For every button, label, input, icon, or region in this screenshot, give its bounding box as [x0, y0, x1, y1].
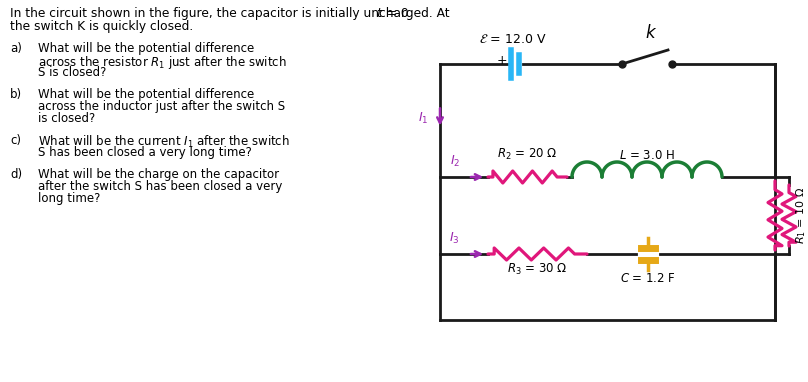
Text: $R_1$ = 10 Ω: $R_1$ = 10 Ω	[794, 187, 808, 244]
Text: $k$: $k$	[645, 24, 657, 42]
Text: In the circuit shown in the figure, the capacitor is initially uncharged. At: In the circuit shown in the figure, the …	[10, 7, 453, 20]
Text: $I_2$: $I_2$	[450, 154, 460, 169]
Text: across the resistor $R_1$ just after the switch: across the resistor $R_1$ just after the…	[38, 54, 287, 71]
Text: after the switch S has been closed a very: after the switch S has been closed a ver…	[38, 180, 282, 193]
Text: across the inductor just after the switch S: across the inductor just after the switc…	[38, 100, 285, 113]
Text: $t$: $t$	[376, 7, 383, 20]
Text: d): d)	[10, 168, 22, 181]
Text: $C$ = 1.2 F: $C$ = 1.2 F	[621, 272, 675, 285]
Text: long time?: long time?	[38, 192, 100, 205]
Text: What will be the potential difference: What will be the potential difference	[38, 42, 255, 55]
Text: $R_3$ = 30 Ω: $R_3$ = 30 Ω	[507, 262, 568, 277]
Text: a): a)	[10, 42, 22, 55]
Text: +: +	[497, 55, 507, 68]
Text: $L$ = 3.0 H: $L$ = 3.0 H	[619, 149, 675, 162]
Text: S is closed?: S is closed?	[38, 66, 107, 79]
Text: $I_3$: $I_3$	[449, 231, 460, 246]
Text: = 0: = 0	[383, 7, 409, 20]
Text: $I_1$: $I_1$	[418, 111, 428, 126]
Text: What will be the potential difference: What will be the potential difference	[38, 88, 255, 101]
Text: S has been closed a very long time?: S has been closed a very long time?	[38, 146, 252, 159]
Text: What will be the charge on the capacitor: What will be the charge on the capacitor	[38, 168, 279, 181]
Text: What will be the current $I_1$ after the switch: What will be the current $I_1$ after the…	[38, 134, 290, 150]
Text: is closed?: is closed?	[38, 112, 95, 125]
Text: $\mathcal{E}$ = 12.0 V: $\mathcal{E}$ = 12.0 V	[479, 33, 547, 46]
Text: $R_2$ = 20 Ω: $R_2$ = 20 Ω	[497, 147, 558, 162]
Text: b): b)	[10, 88, 22, 101]
Text: the switch K is quickly closed.: the switch K is quickly closed.	[10, 20, 193, 33]
Text: c): c)	[10, 134, 21, 147]
